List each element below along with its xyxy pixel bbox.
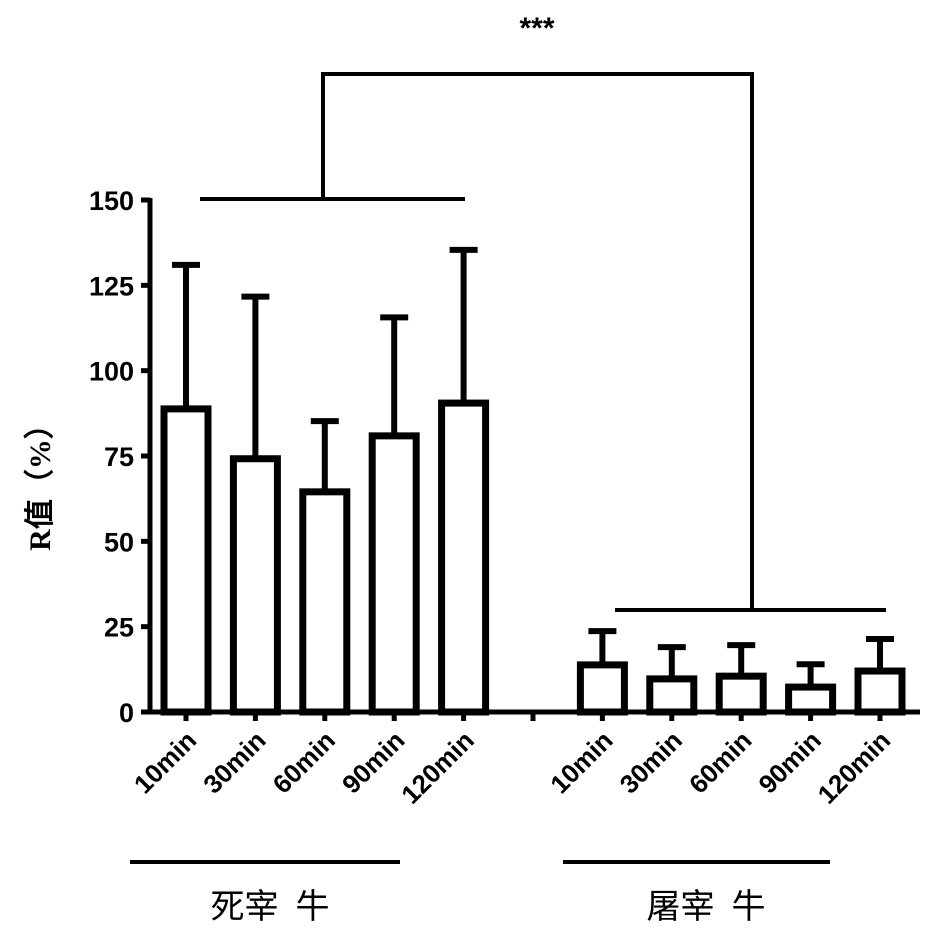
x-tick-label: 10min — [128, 725, 202, 799]
x-tick-label: 120min — [395, 725, 480, 810]
group-label-2: 屠宰 牛 — [647, 888, 766, 926]
x-tick-label: 30min — [197, 725, 271, 799]
axes: 025507510012515010min30min60min90min120m… — [89, 186, 920, 862]
bar — [164, 409, 208, 712]
x-tick-label: 60min — [683, 725, 757, 799]
x-tick-label: 30min — [614, 725, 688, 799]
bar — [372, 436, 416, 712]
bar — [789, 687, 833, 712]
bar — [442, 403, 486, 712]
y-tick-label: 75 — [104, 442, 134, 472]
y-tick-label: 0 — [119, 698, 134, 728]
bar — [580, 665, 624, 712]
bar — [650, 679, 694, 712]
significance-label: *** — [519, 12, 554, 45]
y-tick-label: 150 — [89, 186, 134, 216]
bar — [858, 671, 902, 712]
y-tick-label: 125 — [89, 271, 134, 301]
bar — [303, 492, 347, 712]
x-tick-label: 10min — [544, 725, 618, 799]
bar — [719, 676, 763, 712]
y-tick-label: 25 — [104, 613, 134, 643]
x-tick-label: 60min — [267, 725, 341, 799]
group-label-1: 死宰 牛 — [211, 888, 330, 926]
bars — [164, 250, 902, 712]
bar — [233, 459, 277, 712]
x-tick-label: 120min — [812, 725, 897, 810]
y-tick-label: 50 — [104, 527, 134, 557]
y-axis-label: R值（%） — [23, 409, 57, 551]
y-tick-label: 100 — [89, 357, 134, 387]
